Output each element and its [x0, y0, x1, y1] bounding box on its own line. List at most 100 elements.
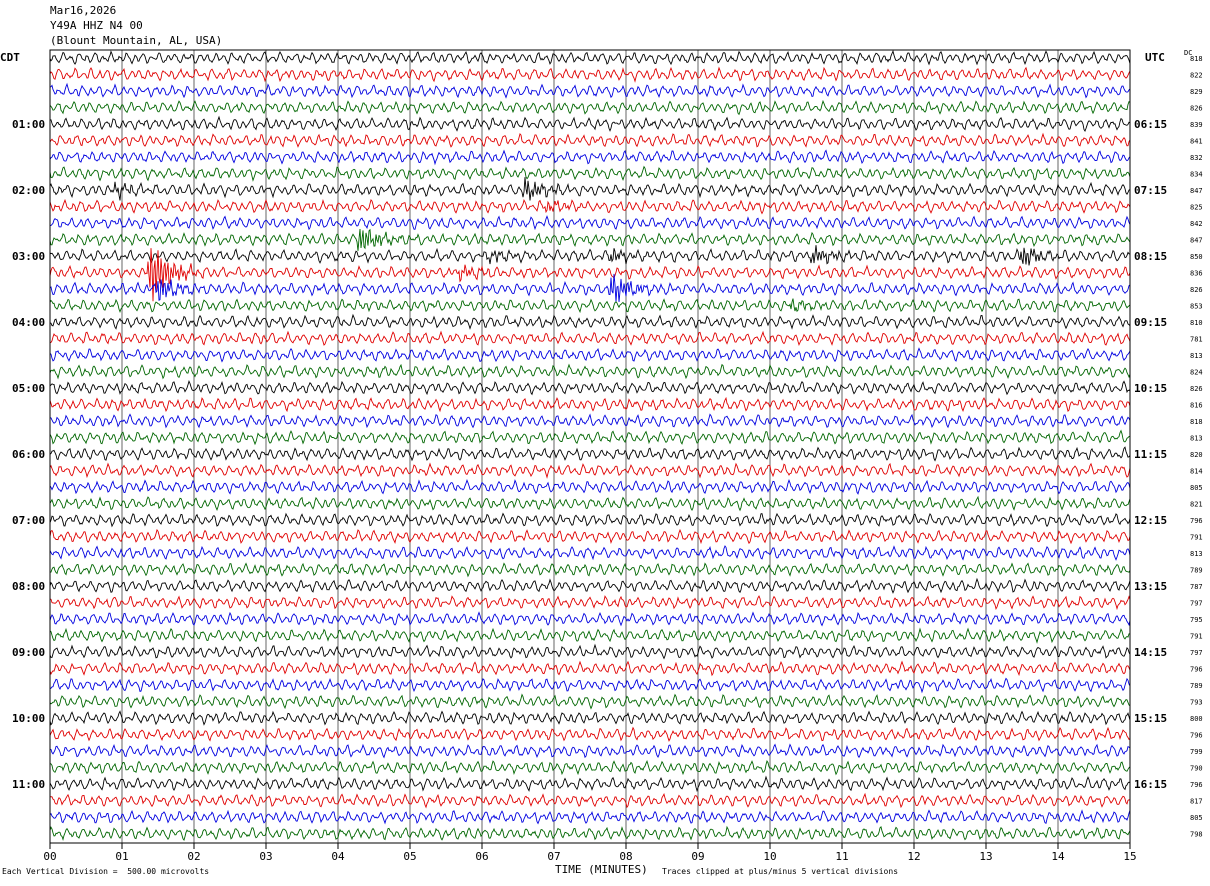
trace-row-19 — [49, 363, 1131, 380]
x-tick-label: 05 — [403, 850, 416, 863]
dc-offset-value: 853 — [1190, 303, 1203, 311]
trace-row-27 — [49, 495, 1131, 512]
dc-offset-value: 834 — [1190, 171, 1203, 179]
dc-offset-value: 796 — [1190, 517, 1203, 525]
dc-offset-value: 814 — [1190, 468, 1203, 476]
right-hour-label: 06:15 — [1134, 118, 1167, 131]
right-hour-label: 13:15 — [1134, 580, 1167, 593]
right-hour-label: 15:15 — [1134, 712, 1167, 725]
x-tick-label: 07 — [547, 850, 560, 863]
dc-offset-value: 813 — [1190, 435, 1203, 443]
dc-offset-value: 797 — [1190, 649, 1203, 657]
trace-row-25 — [49, 462, 1131, 479]
x-tick-label: 13 — [979, 850, 992, 863]
dc-offset-value: 839 — [1190, 121, 1203, 129]
trace-row-33 — [49, 595, 1131, 611]
left-hour-label: 03:00 — [12, 250, 45, 263]
trace-row-20 — [49, 380, 1131, 396]
x-tick-label: 09 — [691, 850, 704, 863]
trace-row-15 — [49, 298, 1131, 314]
right-hour-label: 09:15 — [1134, 316, 1167, 329]
left-hour-label: 04:00 — [12, 316, 45, 329]
dc-offset-value: 825 — [1190, 204, 1203, 212]
x-tick-label: 14 — [1051, 850, 1065, 863]
dc-offset-value: 798 — [1190, 831, 1203, 839]
trace-row-1 — [49, 66, 1131, 83]
trace-row-31 — [49, 562, 1131, 578]
trace-row-26 — [49, 478, 1131, 495]
dc-offset-value: 826 — [1190, 286, 1203, 294]
dc-offset-value: 791 — [1190, 633, 1203, 641]
dc-offset-value: 810 — [1190, 319, 1203, 327]
trace-row-41 — [49, 726, 1131, 742]
left-hour-label: 07:00 — [12, 514, 45, 527]
dc-offset-value: 796 — [1190, 666, 1203, 674]
trace-row-6 — [49, 149, 1131, 166]
dc-offset-value: 791 — [1190, 534, 1203, 542]
right-hour-label: 10:15 — [1134, 382, 1167, 395]
x-tick-label: 00 — [43, 850, 56, 863]
trace-row-44 — [49, 775, 1131, 793]
trace-row-23 — [49, 429, 1131, 446]
dc-offset-value: 829 — [1190, 88, 1203, 96]
dc-offset-value: 818 — [1190, 418, 1203, 426]
trace-row-12 — [49, 245, 1131, 266]
left-hour-label: 11:00 — [12, 778, 45, 791]
x-tick-label: 12 — [907, 850, 920, 863]
trace-row-5 — [49, 132, 1131, 148]
right-hour-label: 12:15 — [1134, 514, 1167, 527]
dc-offset-value: 787 — [1190, 583, 1203, 591]
trace-row-38 — [49, 677, 1131, 694]
dc-offset-value: 816 — [1190, 402, 1203, 410]
trace-row-8 — [49, 177, 1131, 201]
trace-row-0 — [49, 49, 1131, 66]
trace-row-16 — [49, 313, 1131, 330]
plot-frame — [49, 49, 1131, 844]
trace-row-24 — [49, 446, 1131, 462]
left-hour-label: 09:00 — [12, 646, 45, 659]
dc-offset-value: 817 — [1190, 798, 1203, 806]
x-tick-label: 02 — [187, 850, 200, 863]
right-hour-label: 11:15 — [1134, 448, 1167, 461]
left-hour-label: 08:00 — [12, 580, 45, 593]
dc-offset-value: 841 — [1190, 138, 1203, 146]
dc-offset-value: 847 — [1190, 187, 1203, 195]
right-hour-label: 07:15 — [1134, 184, 1167, 197]
clip-note: Traces clipped at plus/minus 5 vertical … — [662, 867, 899, 876]
station-code: Y49A HHZ N4 00 — [50, 19, 143, 32]
left-hour-label: 01:00 — [12, 118, 45, 131]
axis-labels: 00 01 02 03 04 05 06 07 08 09 10 11 12 13 14 15 818 822 82… — [12, 55, 1203, 863]
dc-offset-value: 821 — [1190, 501, 1203, 509]
trace-row-3 — [49, 99, 1131, 116]
grid-lines — [49, 50, 1131, 843]
dc-offset-value: 822 — [1190, 72, 1203, 80]
trace-row-2 — [49, 82, 1131, 99]
dc-offset-value: 832 — [1190, 154, 1203, 162]
dc-offset-value: 795 — [1190, 616, 1203, 624]
x-tick-label: 11 — [835, 850, 848, 863]
trace-row-10 — [49, 215, 1131, 231]
dc-offset-value: 805 — [1190, 484, 1203, 492]
x-tick-label: 01 — [115, 850, 128, 863]
trace-row-9 — [49, 198, 1131, 215]
x-tick-label: 15 — [1123, 850, 1136, 863]
trace-row-37 — [49, 660, 1131, 677]
x-tick-label: 03 — [259, 850, 272, 863]
dc-offset-value: 826 — [1190, 105, 1203, 113]
x-tick-label: 10 — [763, 850, 776, 863]
left-hour-label: 10:00 — [12, 712, 45, 725]
dc-offset-value: 799 — [1190, 748, 1203, 756]
trace-row-29 — [49, 528, 1131, 545]
dc-offset-header: DC — [1184, 49, 1193, 57]
dc-offset-value: 826 — [1190, 385, 1203, 393]
trace-row-18 — [49, 347, 1131, 363]
station-location: (Blount Mountain, AL, USA) — [50, 34, 223, 47]
left-hour-label: 05:00 — [12, 382, 45, 395]
dc-offset-value: 850 — [1190, 253, 1203, 261]
dc-offset-value: 842 — [1190, 220, 1203, 228]
trace-row-35 — [49, 627, 1131, 644]
dc-offset-value: 790 — [1190, 765, 1203, 773]
right-timezone-label: UTC — [1145, 51, 1165, 64]
trace-row-39 — [49, 693, 1131, 710]
